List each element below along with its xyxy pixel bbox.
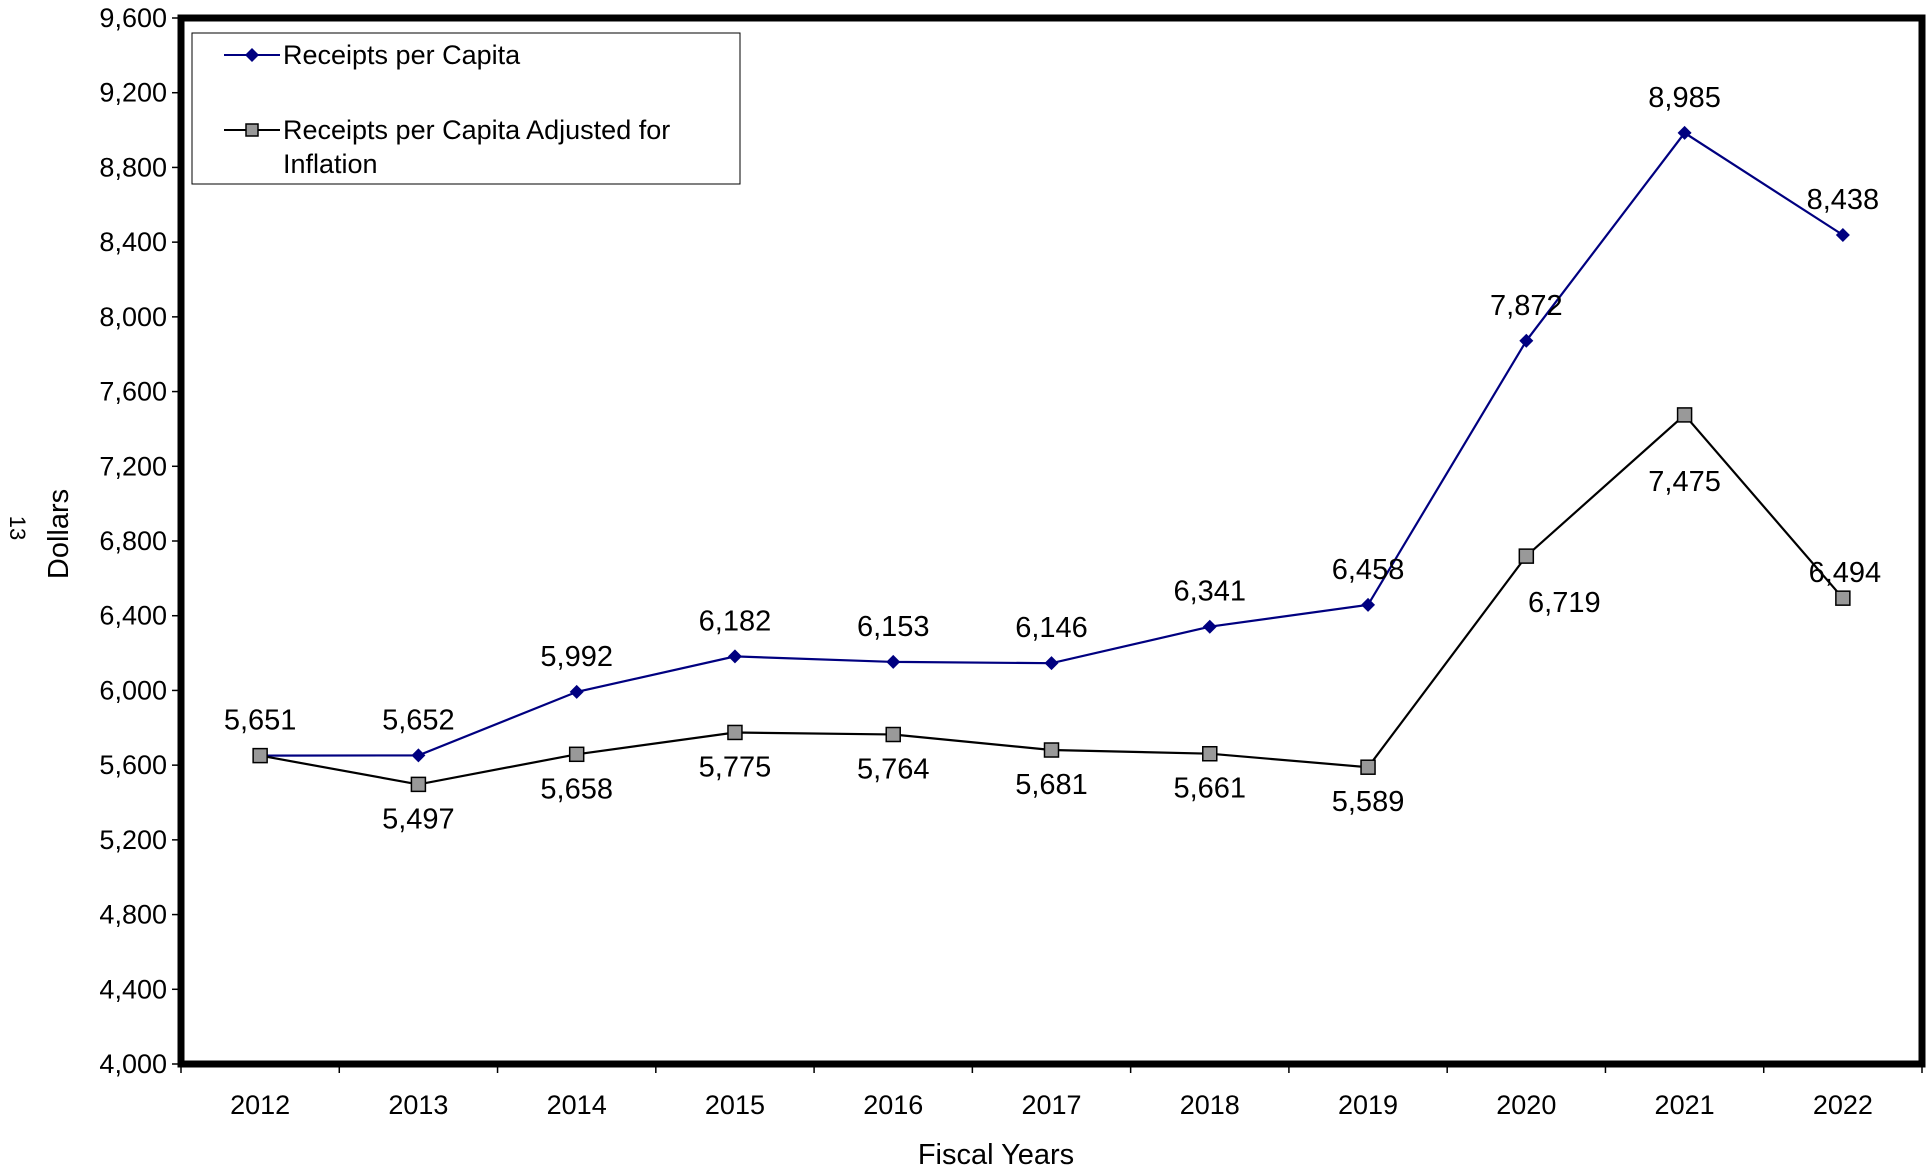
data-label-receipts: 8,438 — [1807, 184, 1880, 216]
x-tick-label: 2018 — [1180, 1090, 1240, 1120]
data-point-receipts — [886, 654, 901, 669]
legend-marker-diamond-icon — [245, 48, 259, 62]
data-label-receipts: 5,992 — [540, 641, 613, 673]
data-label-receipts: 6,146 — [1015, 612, 1088, 644]
legend-label-adjusted-line2: Inflation — [283, 149, 378, 179]
x-axis: 2012 2013 2014 2015 2016 2017 2018 2019 2020 2021… — [180, 1064, 1923, 1120]
x-tick-label: 2015 — [705, 1090, 765, 1120]
y-tick-label: 9,200 — [99, 78, 167, 108]
data-label-adjusted: 6,494 — [1809, 557, 1882, 589]
y-tick-label: 4,400 — [99, 974, 167, 1004]
x-tick-label: 2022 — [1813, 1090, 1873, 1120]
x-tick-label: 2020 — [1496, 1090, 1556, 1120]
x-tick-label: 2014 — [547, 1090, 607, 1120]
y-tick-label: 5,200 — [99, 825, 167, 855]
data-point-adjusted — [727, 724, 743, 741]
data-point-receipts — [727, 649, 742, 664]
series-line-adjusted — [259, 413, 1844, 786]
data-point-receipts — [1361, 597, 1376, 612]
data-label-adjusted: 5,661 — [1173, 773, 1246, 805]
legend-box — [191, 32, 741, 185]
data-point-adjusted — [1043, 742, 1060, 758]
data-label-receipts: 5,652 — [382, 704, 455, 736]
data-label-adjusted: 5,681 — [1015, 769, 1088, 801]
y-tick-label: 8,000 — [99, 302, 167, 332]
data-label-adjusted: 5,658 — [540, 773, 613, 805]
y-tick-label: 8,400 — [99, 227, 167, 257]
legend: Receipts per Capita Receipts per Capita … — [191, 32, 741, 185]
x-tick-label: 2017 — [1021, 1090, 1081, 1120]
data-label-receipts: 6,341 — [1173, 576, 1246, 608]
y-tick-label: 6,000 — [99, 675, 167, 705]
x-tick-label: 2016 — [863, 1090, 923, 1120]
data-label-adjusted: 6,719 — [1528, 587, 1601, 619]
legend-label-receipts: Receipts per Capita — [283, 40, 521, 70]
data-label-adjusted: 5,589 — [1332, 786, 1405, 818]
data-point-adjusted — [1518, 548, 1535, 564]
y-tick-label: 7,600 — [99, 377, 167, 407]
data-label-adjusted: 5,497 — [382, 803, 455, 835]
y-tick-label: 9,600 — [99, 3, 167, 33]
x-tick-label: 2019 — [1338, 1090, 1398, 1120]
y-tick-label: 6,800 — [99, 526, 167, 556]
data-point-receipts — [1835, 228, 1850, 243]
data-point-receipts — [1044, 656, 1059, 671]
data-point-adjusted — [1360, 759, 1376, 775]
data-point-receipts — [1677, 125, 1692, 140]
data-label-receipts: 6,458 — [1332, 554, 1405, 586]
y-axis-title: Dollars — [43, 489, 75, 579]
data-point-adjusted — [410, 776, 427, 793]
data-point-adjusted — [885, 726, 901, 743]
series-layer — [252, 125, 1851, 793]
page-number: 13 — [5, 516, 30, 540]
y-tick-label: 4,800 — [99, 900, 167, 930]
x-tick-label: 2021 — [1655, 1090, 1715, 1120]
data-label-receipts: 6,182 — [699, 605, 772, 637]
data-label-receipts: 5,651 — [224, 705, 297, 737]
legend-marker-square-icon — [245, 123, 259, 137]
x-tick-label: 2012 — [230, 1090, 290, 1120]
data-label-adjusted: 7,475 — [1648, 466, 1721, 498]
data-label-receipts: 8,985 — [1648, 82, 1721, 114]
legend-label-adjusted-line1: Receipts per Capita Adjusted for — [283, 115, 670, 145]
y-tick-label: 8,800 — [99, 152, 167, 182]
y-tick-label: 6,400 — [99, 601, 167, 631]
data-point-receipts — [411, 748, 426, 763]
data-point-adjusted — [1202, 745, 1218, 762]
data-point-adjusted — [568, 746, 585, 763]
data-point-receipts — [1519, 333, 1534, 348]
data-label-layer: 5,651 5,652 5,992 6,182 6,153 6,146 6,341 6,458… — [224, 82, 1881, 836]
y-axis: 4,000 4,400 4,800 5,200 5,600 6,000 6,400 6,800… — [99, 3, 181, 1079]
data-point-receipts — [1202, 619, 1217, 634]
x-tick-label: 2013 — [388, 1090, 448, 1120]
data-point-adjusted — [1835, 590, 1851, 606]
data-point-adjusted — [252, 747, 268, 764]
y-tick-label: 4,000 — [99, 1049, 167, 1079]
x-axis-title: Fiscal Years — [918, 1139, 1074, 1171]
data-point-adjusted — [1676, 407, 1693, 423]
data-label-adjusted: 5,775 — [699, 751, 772, 783]
data-point-receipts — [569, 684, 584, 699]
y-tick-label: 7,200 — [99, 451, 167, 481]
data-label-receipts: 7,872 — [1490, 290, 1563, 322]
data-label-receipts: 6,153 — [857, 611, 930, 643]
y-tick-label: 5,600 — [99, 750, 167, 780]
data-label-adjusted: 5,764 — [857, 754, 930, 786]
